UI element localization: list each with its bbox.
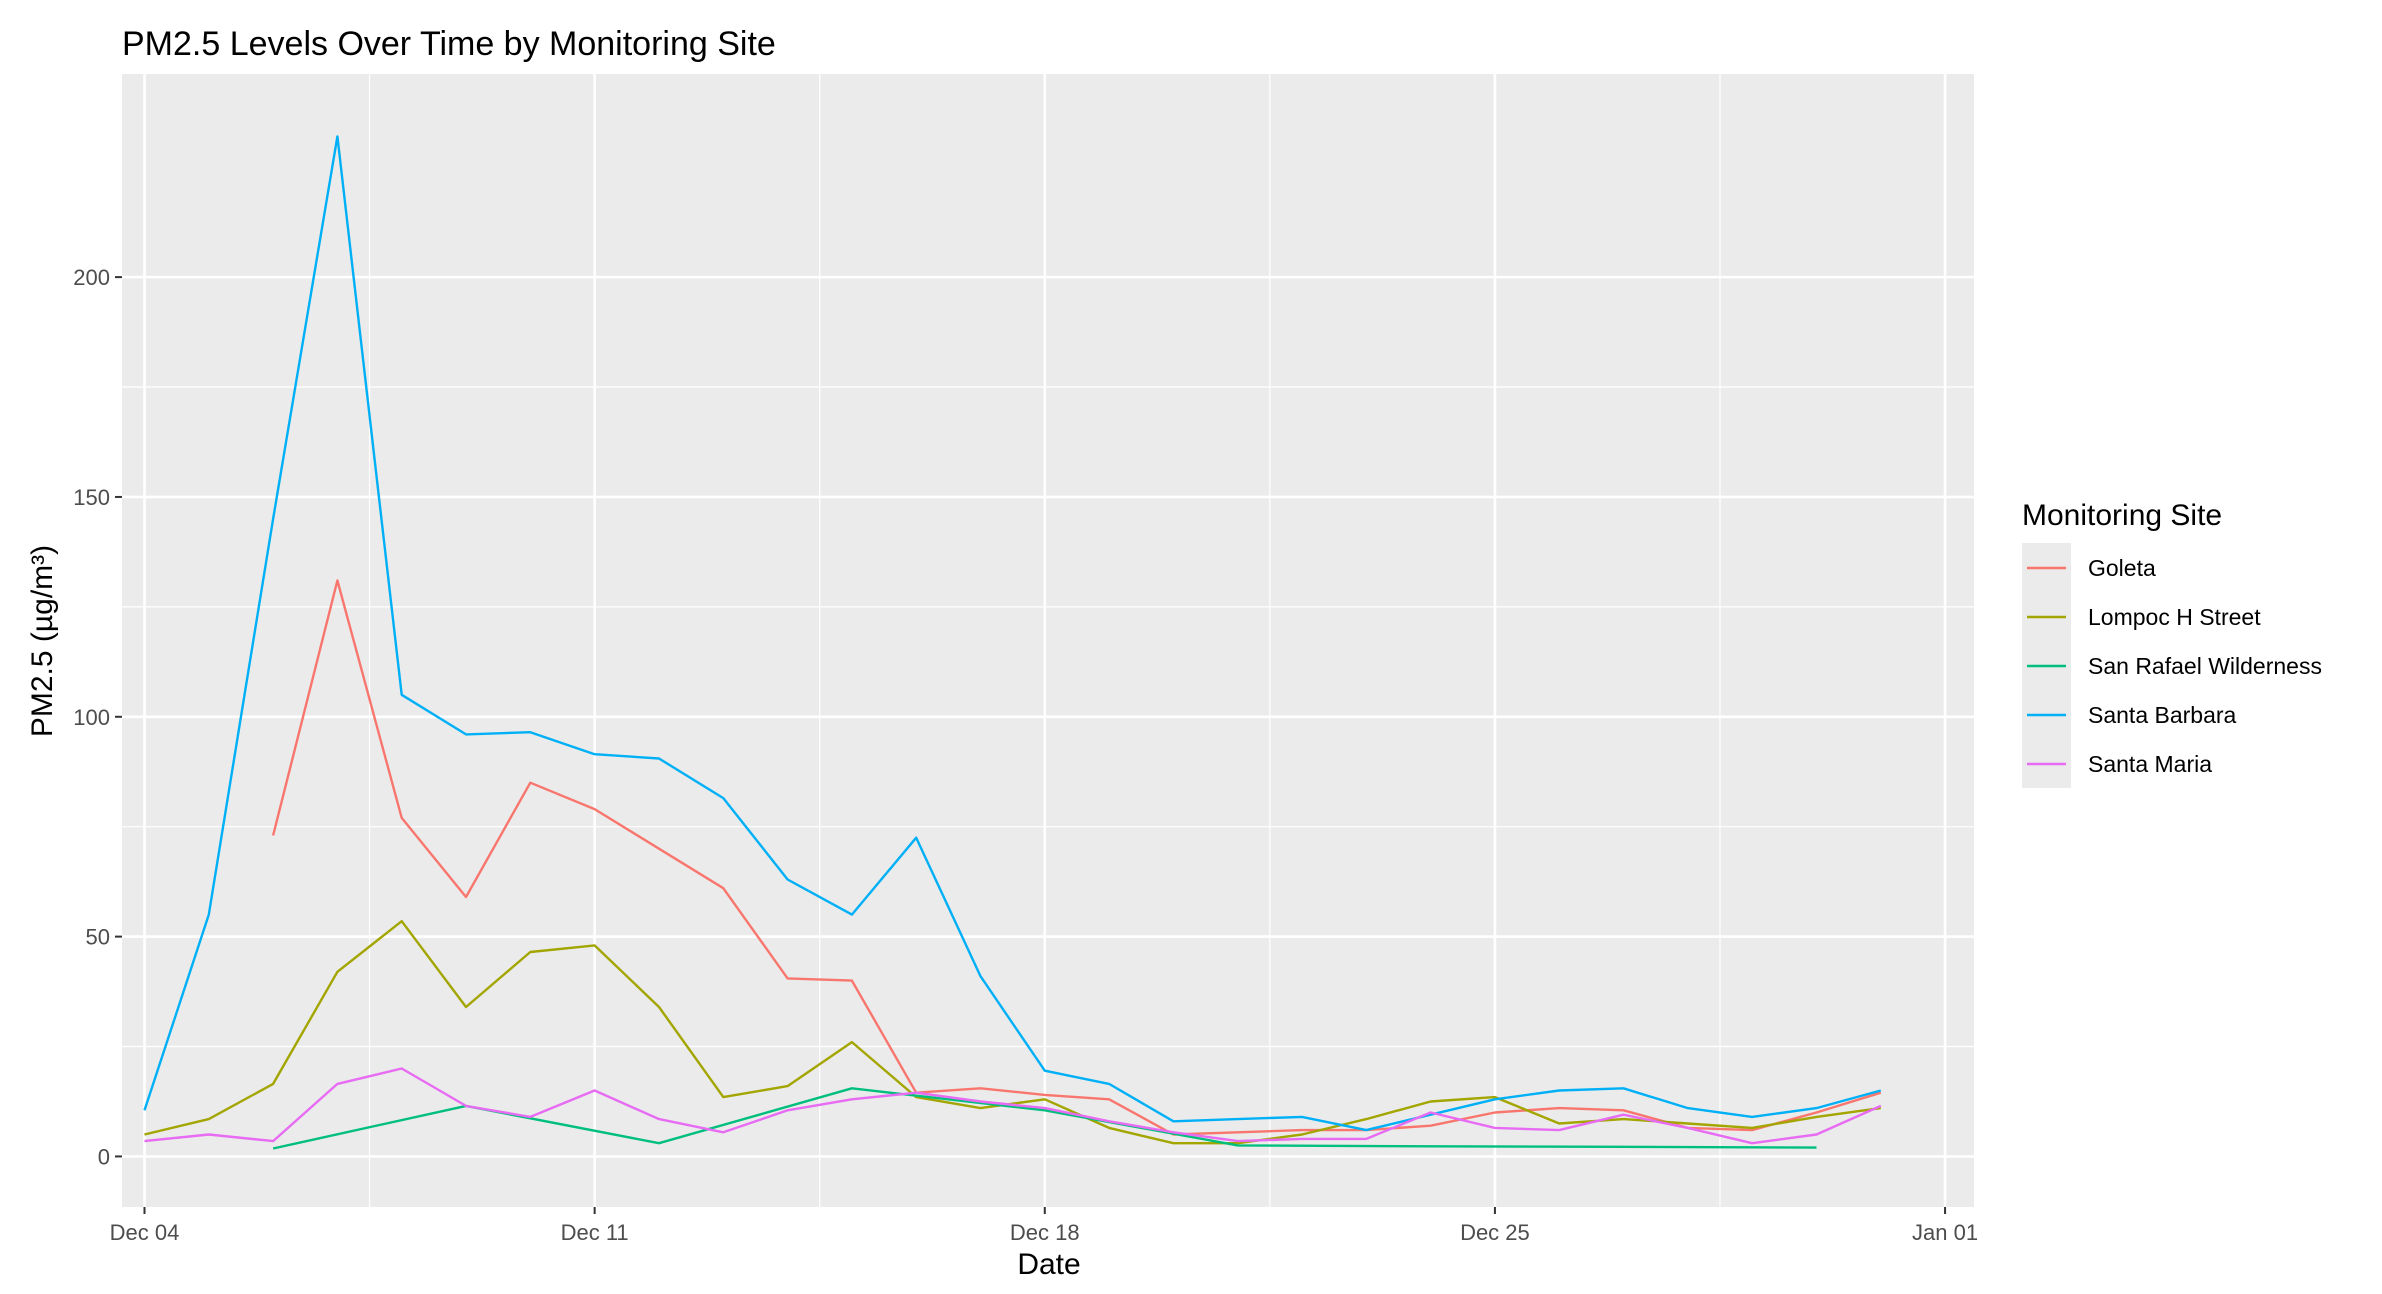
legend-title: Monitoring Site [2022, 499, 2222, 532]
legend-items: Goleta Lompoc H Street San Rafael Wilderne… [2027, 555, 2322, 777]
series-line-goleta [271, 579, 1882, 1136]
legend-label-san-rafael-wilderness: San Rafael Wilderness [2088, 653, 2322, 679]
chart-title: PM2.5 Levels Over Time by Monitoring Sit… [122, 25, 776, 63]
legend-label-santa-maria: Santa Maria [2088, 751, 2212, 777]
legend: Monitoring Site Goleta Lompoc H Street San… [2022, 499, 2322, 788]
x-tick-label: Dec 25 [1460, 1220, 1530, 1245]
x-tick-label: Dec 18 [1010, 1220, 1080, 1245]
x-axis: Dec 04 Dec 11 Dec 18 Dec 25 Jan 01 [110, 1207, 1978, 1245]
plot-panel [122, 74, 1974, 1207]
y-tick-label: 100 [73, 705, 110, 730]
legend-label-santa-barbara: Santa Barbara [2088, 702, 2237, 728]
x-tick-label: Dec 04 [110, 1220, 180, 1245]
y-tick-label: 50 [86, 925, 110, 950]
legend-label-lompoc-h-street: Lompoc H Street [2088, 604, 2261, 630]
gridlines [122, 74, 1974, 1207]
y-tick-label: 0 [98, 1144, 110, 1169]
series-line-santa-barbara [143, 135, 1882, 1132]
y-axis-title: PM2.5 (µg/m³) [26, 545, 59, 737]
y-axis: 0 50 100 150 200 [73, 265, 122, 1169]
x-axis-title: Date [1017, 1248, 1080, 1281]
series-lines [143, 135, 1882, 1150]
x-tick-label: Dec 11 [561, 1220, 629, 1245]
series-line-san-rafael-wilderness [272, 1087, 1817, 1150]
legend-label-goleta: Goleta [2088, 555, 2156, 581]
x-tick-label: Jan 01 [1912, 1220, 1978, 1245]
series-line-santa-maria [144, 1067, 1882, 1145]
y-tick-label: 150 [73, 485, 110, 510]
y-tick-label: 200 [73, 265, 110, 290]
